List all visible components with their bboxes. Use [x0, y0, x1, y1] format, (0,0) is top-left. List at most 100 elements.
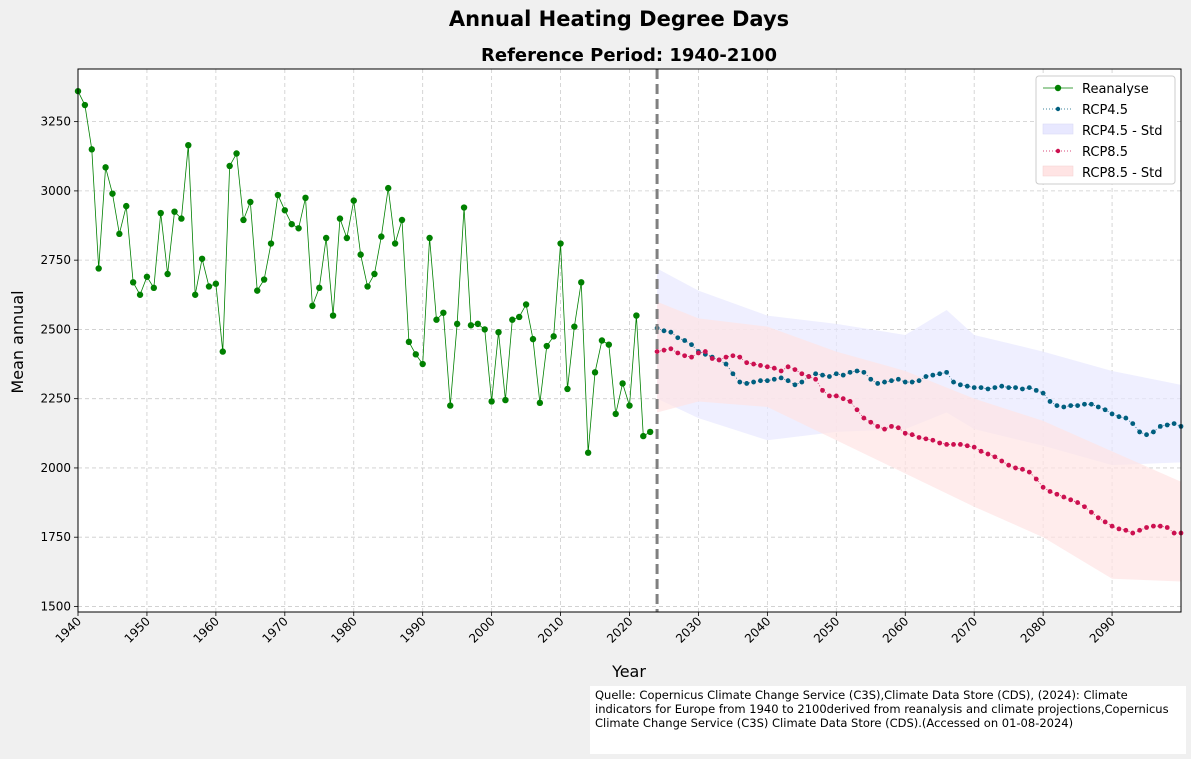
series-point [136, 291, 144, 298]
series-point [240, 216, 247, 224]
series-point [875, 423, 881, 429]
series-point [316, 284, 323, 292]
series-point [1040, 484, 1046, 490]
series-point [930, 437, 936, 443]
series-point [730, 371, 736, 377]
x-tick-label: 1980 [328, 614, 359, 645]
series-point [260, 276, 268, 283]
series-point [799, 379, 805, 385]
series-point [123, 202, 130, 210]
series-point [682, 338, 688, 343]
series-point [350, 197, 357, 204]
series-point [1033, 387, 1039, 393]
series-point [771, 365, 777, 371]
series-point [1116, 526, 1122, 532]
series-point [1102, 407, 1108, 413]
series-point [157, 209, 164, 217]
legend-marker-rcp85 [1055, 148, 1061, 154]
series-point [944, 369, 950, 375]
series-point [516, 313, 523, 321]
series-point [226, 162, 233, 170]
legend-label-rcp45: RCP4.5 [1082, 103, 1128, 118]
series-point [405, 338, 413, 346]
series-point [1013, 465, 1018, 471]
series-point [909, 379, 915, 385]
legend-item-rcp45: RCP4.5 [1043, 103, 1128, 118]
series-point [978, 385, 984, 390]
series-point [378, 233, 385, 240]
series-point [1061, 494, 1067, 500]
series-point [646, 428, 654, 436]
series-point [633, 312, 640, 319]
series-point [923, 436, 929, 442]
series-point [1088, 509, 1094, 515]
series-point [1082, 401, 1087, 407]
series-point [1006, 385, 1012, 390]
series-point [937, 440, 943, 446]
series-point [1047, 399, 1053, 404]
series-point [889, 378, 894, 384]
series-point [584, 449, 592, 456]
series-point [164, 270, 171, 278]
series-point [529, 335, 537, 343]
series-point [1026, 469, 1032, 475]
series-point [364, 283, 371, 290]
series-point [827, 374, 832, 379]
series-point [1013, 385, 1018, 390]
series-point [778, 375, 784, 381]
legend-label-rcp45-std: RCP4.5 - Std [1082, 124, 1163, 139]
series-point [902, 430, 908, 436]
series-point [709, 356, 715, 361]
series-point [254, 287, 261, 294]
series-point [171, 208, 178, 215]
series-point [840, 372, 846, 378]
series-point [723, 354, 729, 360]
series-point [1137, 429, 1143, 435]
series-point [1109, 411, 1115, 417]
y-tick-label: 3250 [40, 115, 71, 129]
series-point [661, 328, 667, 334]
series-point [737, 354, 743, 360]
legend: Reanalyse RCP4.5 RCP4.5 - Std RCP8.5 RCP… [1035, 75, 1176, 185]
legend-swatch-rcp85-std [1042, 165, 1074, 177]
source-note: Quelle: Copernicus Climate Change Servic… [590, 686, 1186, 754]
series-point [1116, 414, 1122, 420]
y-tick-label: 3000 [40, 184, 71, 198]
series-point [1006, 462, 1012, 468]
series-point [1075, 403, 1080, 409]
series-point [357, 251, 364, 258]
series-point [751, 361, 756, 367]
series-point [978, 448, 984, 454]
series-point [116, 230, 123, 238]
series-point [522, 301, 530, 308]
series-point [696, 350, 701, 356]
series-point [1040, 390, 1046, 396]
series-point [1130, 421, 1136, 427]
series-point [744, 360, 750, 366]
series-point [150, 284, 158, 292]
series-point [689, 342, 694, 348]
series-point [178, 215, 185, 222]
series-point [854, 407, 860, 413]
series-point [764, 378, 770, 384]
series-point [827, 393, 832, 399]
series-point [820, 387, 825, 393]
x-tick-label: 2030 [673, 614, 704, 645]
series-point [751, 379, 756, 385]
series-point [661, 347, 667, 353]
series-point [1047, 489, 1053, 494]
series-point [191, 291, 199, 298]
series-point [771, 376, 777, 382]
series-point [233, 150, 240, 157]
y-axis-label: Mean annual [8, 290, 27, 393]
x-tick-label: 1990 [397, 614, 428, 645]
series-point [281, 207, 289, 214]
std-band [657, 301, 1181, 582]
series-point [861, 369, 867, 375]
series-point [675, 350, 681, 356]
series-point [205, 283, 213, 290]
legend-frame [1035, 75, 1176, 185]
series-point [536, 399, 544, 407]
series-point [737, 379, 743, 385]
series-point [833, 371, 839, 377]
